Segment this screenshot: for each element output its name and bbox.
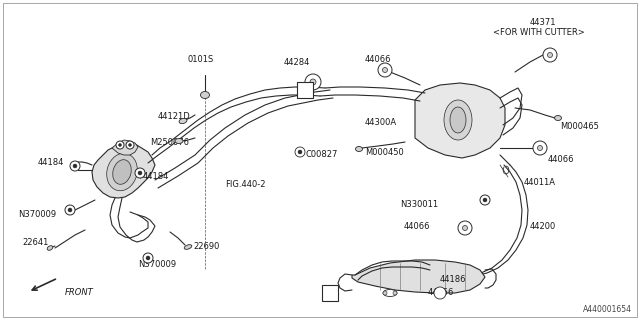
Text: M000465: M000465 — [560, 122, 599, 131]
Circle shape — [463, 226, 467, 230]
Text: N370009: N370009 — [18, 210, 56, 219]
Circle shape — [143, 253, 153, 263]
Ellipse shape — [355, 147, 362, 151]
Text: A: A — [327, 289, 333, 298]
Polygon shape — [112, 140, 138, 155]
Text: C00827: C00827 — [305, 150, 337, 159]
Circle shape — [538, 146, 543, 150]
Text: N370009: N370009 — [138, 260, 176, 269]
Circle shape — [383, 68, 387, 73]
Text: 44156: 44156 — [428, 288, 454, 297]
Text: M000450: M000450 — [365, 148, 404, 157]
Circle shape — [543, 48, 557, 62]
Text: 44300A: 44300A — [365, 118, 397, 127]
Text: M250076: M250076 — [150, 138, 189, 147]
Ellipse shape — [554, 116, 561, 121]
Text: 44184: 44184 — [38, 158, 65, 167]
Circle shape — [298, 150, 302, 154]
Ellipse shape — [450, 107, 466, 133]
Circle shape — [116, 141, 124, 149]
Ellipse shape — [175, 139, 183, 143]
Circle shape — [393, 291, 397, 295]
Circle shape — [118, 143, 122, 147]
Circle shape — [310, 79, 316, 85]
Text: N330011: N330011 — [400, 200, 438, 209]
Circle shape — [480, 195, 490, 205]
Circle shape — [483, 198, 487, 202]
Circle shape — [126, 141, 134, 149]
Text: 44184: 44184 — [143, 172, 170, 181]
Circle shape — [146, 256, 150, 260]
Circle shape — [533, 141, 547, 155]
Text: 22690: 22690 — [193, 242, 220, 251]
Ellipse shape — [383, 290, 397, 297]
Text: 0101S: 0101S — [187, 55, 213, 64]
Circle shape — [68, 208, 72, 212]
Polygon shape — [415, 83, 505, 158]
Circle shape — [70, 161, 80, 171]
Text: FRONT: FRONT — [65, 288, 93, 297]
Circle shape — [129, 143, 131, 147]
Ellipse shape — [184, 245, 192, 249]
Circle shape — [547, 52, 552, 58]
Ellipse shape — [200, 92, 209, 99]
Ellipse shape — [113, 160, 131, 184]
Text: 44066: 44066 — [548, 155, 575, 164]
Ellipse shape — [444, 100, 472, 140]
Text: 44066: 44066 — [404, 222, 431, 231]
Circle shape — [135, 168, 145, 178]
Circle shape — [378, 63, 392, 77]
Circle shape — [138, 171, 142, 175]
Text: 22641: 22641 — [22, 238, 49, 247]
Circle shape — [458, 221, 472, 235]
Ellipse shape — [179, 118, 187, 124]
Circle shape — [295, 147, 305, 157]
Text: 44066: 44066 — [365, 55, 392, 64]
Circle shape — [73, 164, 77, 168]
Circle shape — [383, 291, 387, 295]
Circle shape — [65, 205, 75, 215]
Text: 44011A: 44011A — [524, 178, 556, 187]
FancyBboxPatch shape — [297, 82, 313, 98]
Text: FIG.440-2: FIG.440-2 — [225, 180, 266, 189]
Text: 44284: 44284 — [284, 58, 310, 67]
Text: 44121D: 44121D — [158, 112, 191, 121]
Ellipse shape — [434, 290, 446, 296]
Text: <FOR WITH CUTTER>: <FOR WITH CUTTER> — [493, 28, 585, 37]
Polygon shape — [92, 143, 155, 198]
Polygon shape — [352, 260, 485, 293]
Text: 44186: 44186 — [440, 275, 467, 284]
Text: A440001654: A440001654 — [583, 305, 632, 314]
Text: 44371: 44371 — [530, 18, 557, 27]
Text: 44200: 44200 — [530, 222, 556, 231]
Ellipse shape — [107, 153, 138, 191]
FancyBboxPatch shape — [322, 285, 338, 301]
Circle shape — [434, 287, 446, 299]
Circle shape — [305, 74, 321, 90]
Text: A: A — [301, 85, 308, 94]
Ellipse shape — [47, 246, 52, 250]
